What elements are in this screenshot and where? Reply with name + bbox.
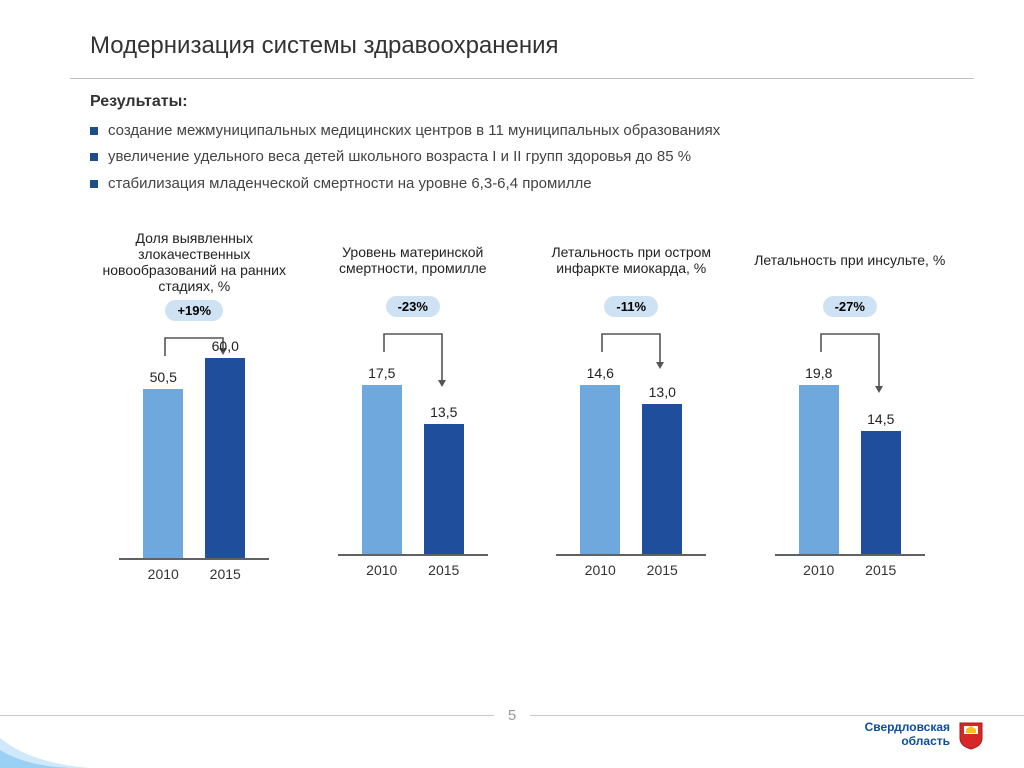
chart-panel-2: Уровень материнской смертности, промилле…	[309, 230, 518, 582]
chart-panel-3: Летальность при остром инфаркте миокарда…	[527, 230, 736, 582]
footer-line2: область	[865, 735, 950, 749]
x-labels: 2010 2015	[775, 562, 925, 578]
chart-title: Летальность при остром инфаркте миокарда…	[527, 230, 736, 290]
page-number: 5	[494, 707, 530, 724]
chart-panel-1: Доля выявленных злокачественных новообра…	[90, 230, 299, 582]
bar-area: 14,6 13,0	[556, 356, 706, 556]
change-badge: -23%	[386, 296, 440, 317]
change-badge: -11%	[604, 296, 658, 317]
bullet-item: увеличение удельного веса детей школьног…	[90, 147, 954, 167]
x-labels: 2010 2015	[119, 566, 269, 582]
bar-2010: 19,8	[799, 365, 839, 553]
bar-value: 60,0	[212, 338, 239, 354]
bar	[580, 385, 620, 553]
x-label: 2015	[642, 562, 682, 578]
bar	[861, 431, 901, 554]
crest-icon	[958, 720, 984, 750]
bar-2015: 13,5	[424, 404, 464, 554]
charts-row: Доля выявленных злокачественных новообра…	[90, 230, 954, 582]
bar-value: 14,5	[867, 411, 894, 427]
bar-value: 19,8	[805, 365, 832, 381]
bar-area: 17,5 13,5	[338, 356, 488, 556]
footer-brand: Свердловская область	[865, 720, 984, 750]
bar-value: 17,5	[368, 365, 395, 381]
bar-value: 13,5	[430, 404, 457, 420]
bar-2010: 50,5	[143, 369, 183, 557]
bar-2010: 14,6	[580, 365, 620, 553]
bar	[424, 424, 464, 554]
change-badge: +19%	[165, 300, 223, 321]
x-label: 2015	[205, 566, 245, 582]
corner-decoration	[0, 708, 90, 768]
chart-title: Уровень материнской смертности, промилле	[309, 230, 518, 290]
change-badge: -27%	[823, 296, 877, 317]
x-label: 2010	[143, 566, 183, 582]
slide-title: Модернизация системы здравоохранения	[90, 32, 954, 60]
bar-2010: 17,5	[362, 365, 402, 553]
x-label: 2015	[424, 562, 464, 578]
bar	[642, 404, 682, 554]
divider	[70, 78, 974, 79]
bar-value: 14,6	[587, 365, 614, 381]
bar	[799, 385, 839, 553]
x-labels: 2010 2015	[338, 562, 488, 578]
bar	[143, 389, 183, 557]
x-label: 2015	[861, 562, 901, 578]
bar-value: 50,5	[150, 369, 177, 385]
bar-2015: 13,0	[642, 384, 682, 554]
bar-2015: 14,5	[861, 411, 901, 554]
bar	[362, 385, 402, 553]
results-label: Результаты:	[90, 93, 954, 111]
bar-value: 13,0	[649, 384, 676, 400]
x-label: 2010	[799, 562, 839, 578]
chart-title: Летальность при инсульте, %	[750, 230, 949, 290]
x-label: 2010	[580, 562, 620, 578]
bullet-item: создание межмуниципальных медицинских це…	[90, 121, 954, 141]
chart-title: Доля выявленных злокачественных новообра…	[90, 230, 299, 294]
footer-line1: Свердловская	[865, 721, 950, 735]
bar-area: 50,5 60,0	[119, 360, 269, 560]
x-label: 2010	[362, 562, 402, 578]
chart-panel-4: Летальность при инсульте, % -27% 19,8 14…	[746, 230, 955, 582]
bar-area: 19,8 14,5	[775, 356, 925, 556]
x-labels: 2010 2015	[556, 562, 706, 578]
bullet-item: стабилизация младенческой смертности на …	[90, 174, 954, 194]
results-bullets: создание межмуниципальных медицинских це…	[90, 121, 954, 194]
bar-2015: 60,0	[205, 338, 245, 558]
bar	[205, 358, 245, 558]
